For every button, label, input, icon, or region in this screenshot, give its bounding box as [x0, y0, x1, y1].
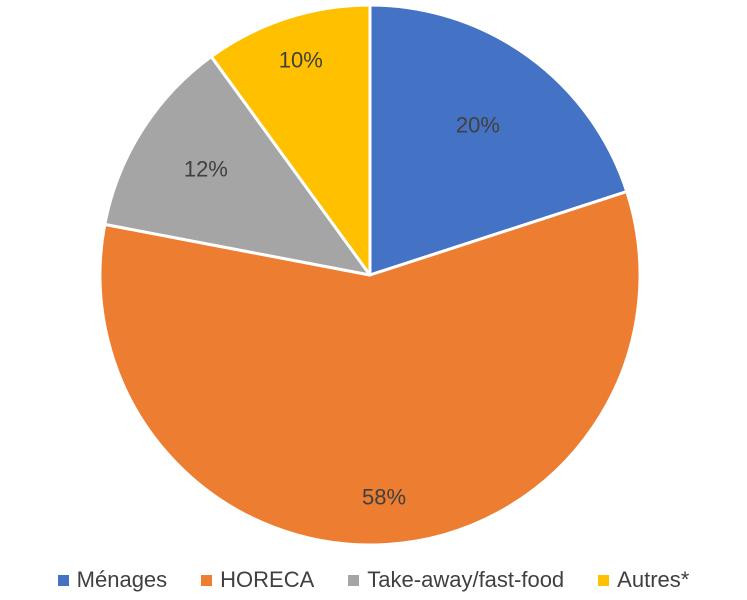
legend-swatch	[348, 574, 360, 586]
pie-slices	[98, 3, 642, 547]
legend-swatch	[598, 574, 610, 586]
legend-label: HORECA	[220, 567, 315, 592]
legend-label: Take-away/fast-food	[367, 567, 565, 592]
legend-swatch	[57, 574, 69, 586]
legend: Ménages HORECA Take-away/fast-food Autres*	[0, 562, 747, 598]
legend-item-2: HORECA	[201, 567, 314, 593]
legend-swatch	[201, 574, 213, 586]
legend-item-4: Autres*	[598, 567, 689, 593]
pie-slice-1	[368, 3, 629, 277]
pie-slice-4	[209, 3, 372, 277]
data-label-4: 10%	[279, 48, 323, 73]
legend-label: Ménages	[76, 567, 168, 592]
data-label-2: 58%	[362, 484, 406, 509]
legend-item-3: Take-away/fast-food	[348, 567, 564, 593]
pie-chart: 20% 58% 12% 10%	[98, 3, 642, 547]
pie-labels: 20% 58% 12% 10%	[184, 48, 500, 510]
legend-label: Autres*	[617, 567, 690, 592]
data-label-3: 12%	[184, 157, 228, 182]
data-label-1: 20%	[456, 112, 500, 137]
pie-slice-3	[103, 55, 372, 277]
pie-slice-2	[98, 190, 642, 547]
legend-item-1: Ménages	[57, 567, 168, 593]
